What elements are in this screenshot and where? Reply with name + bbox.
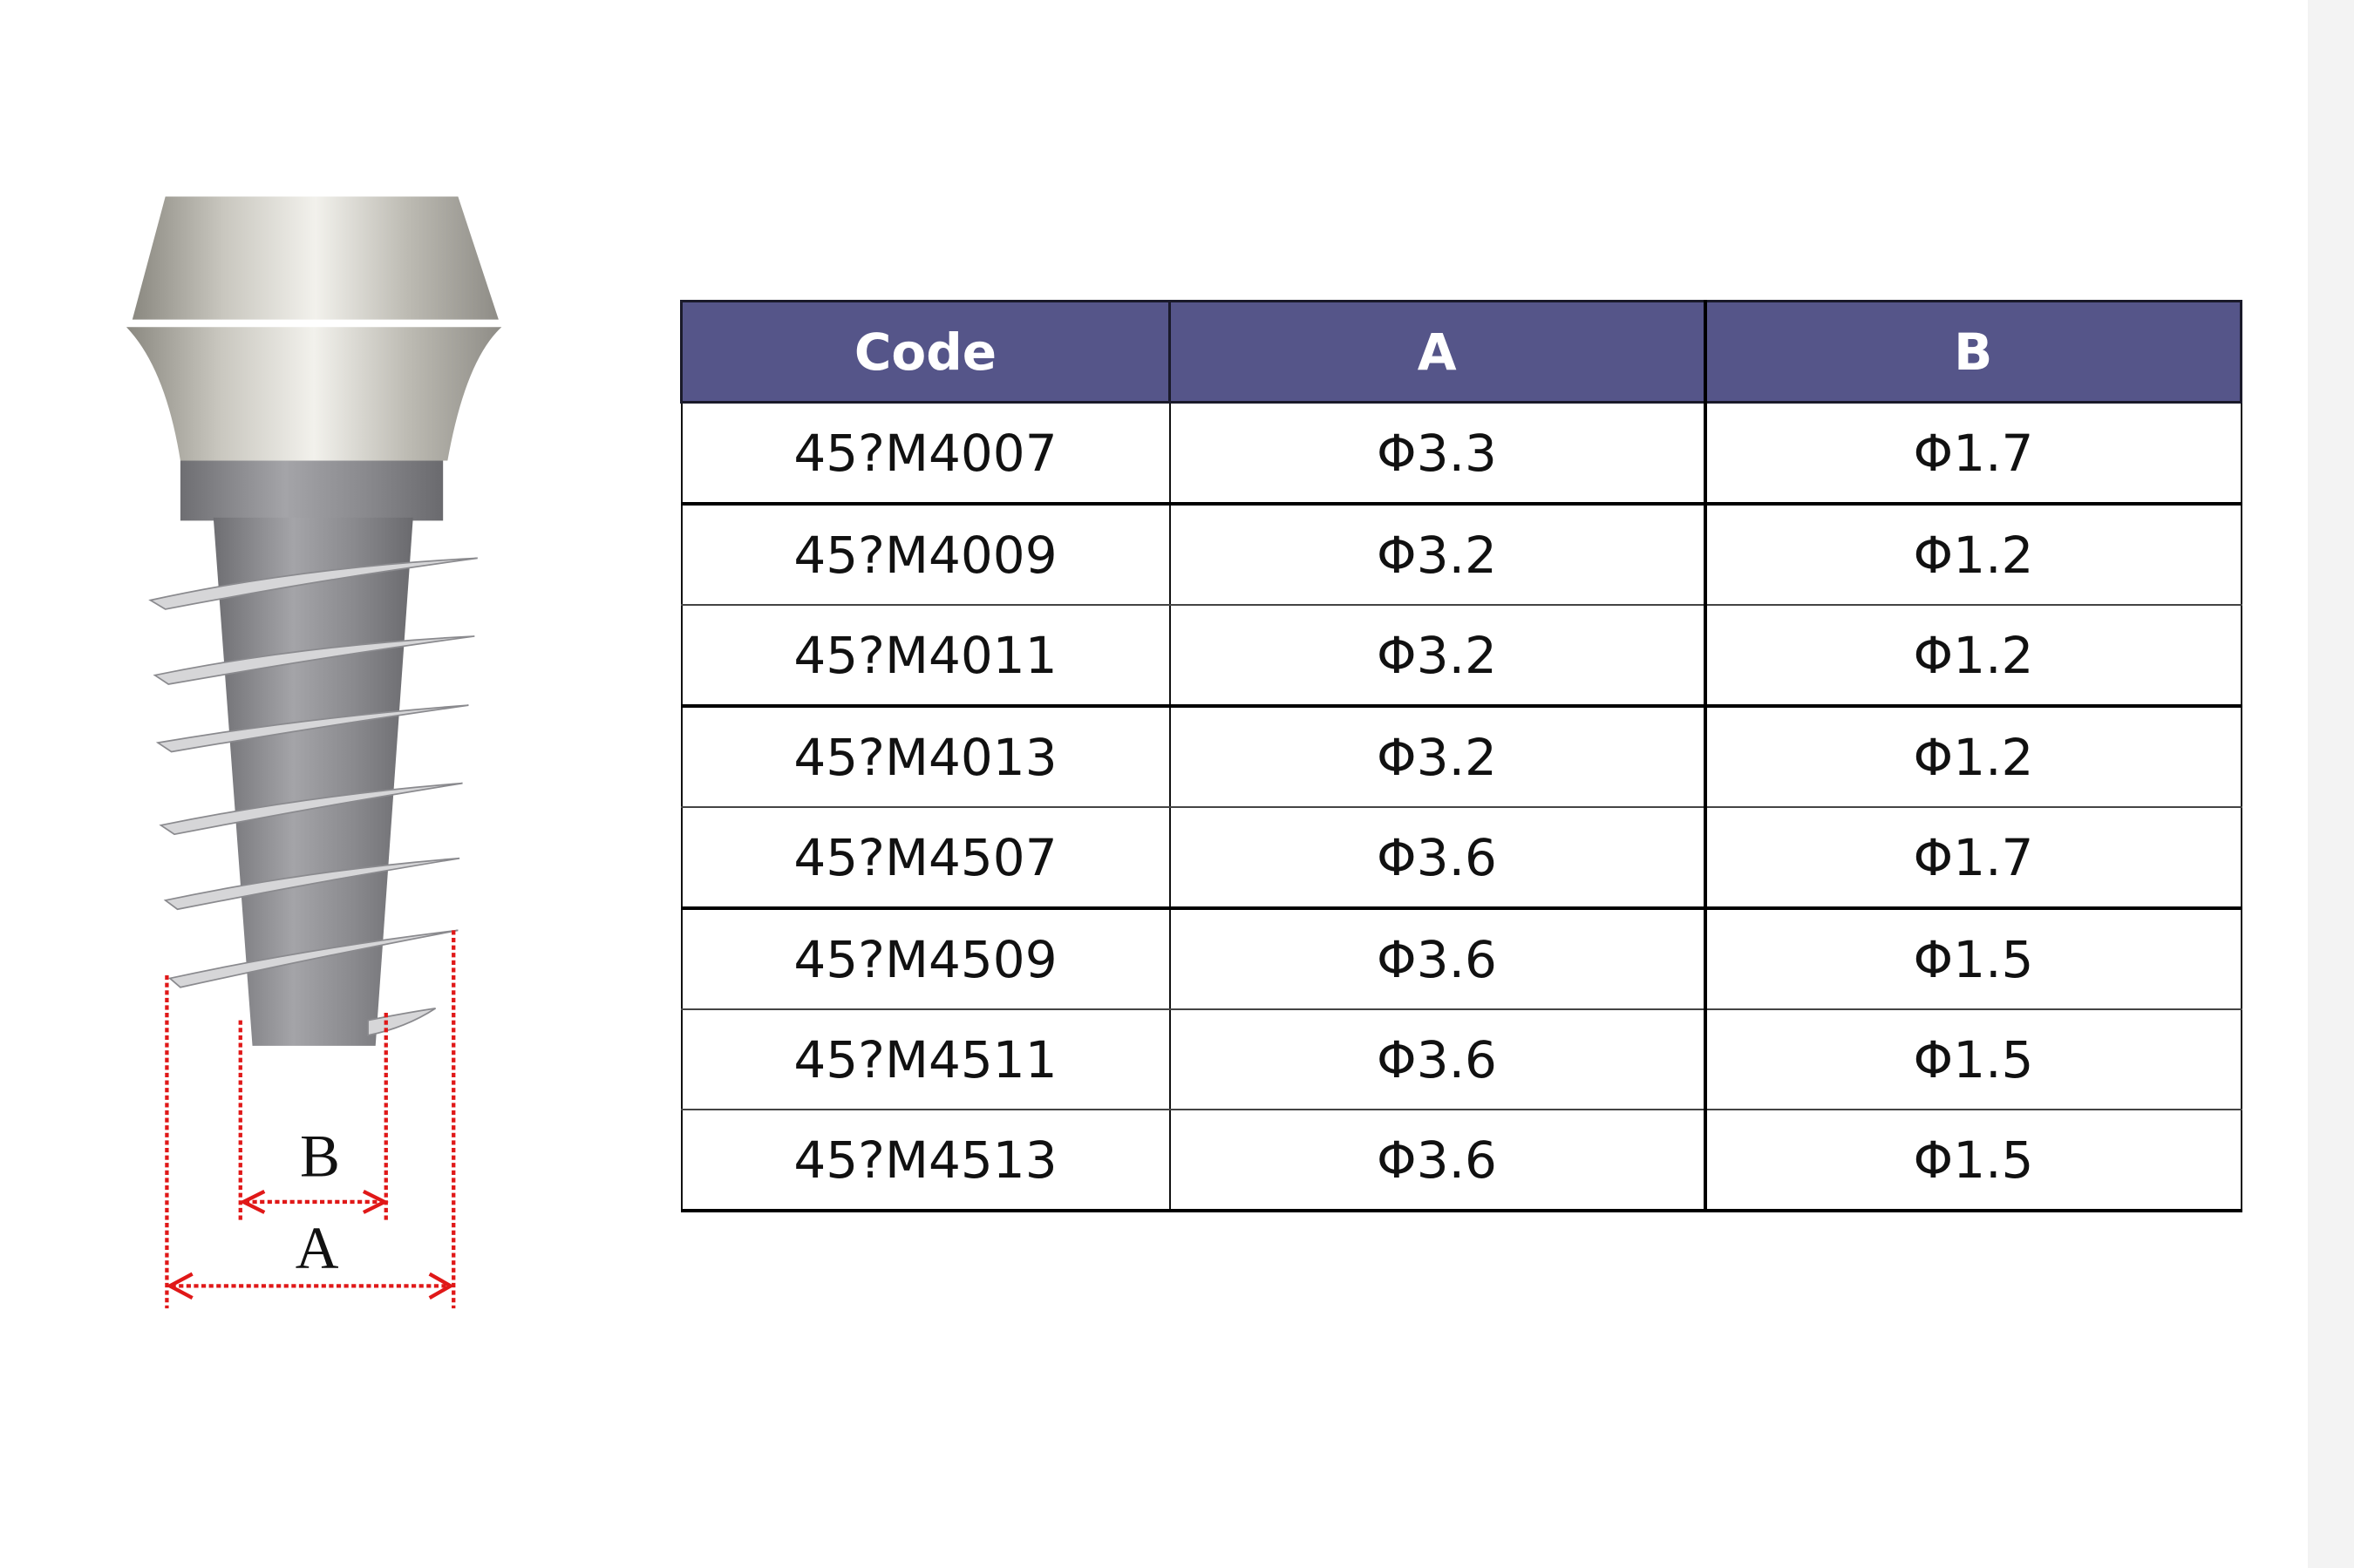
cell-code: 45?M4013 bbox=[680, 705, 1171, 808]
header-b: B bbox=[1703, 300, 2242, 404]
spec-table: Code A B 45?M4007 Φ3.3 Φ1.7 45?M4009 Φ3.2 Φ1… bbox=[680, 300, 2242, 1212]
cell-a: Φ3.6 bbox=[1168, 1109, 1706, 1212]
cell-b: Φ1.7 bbox=[1703, 806, 2242, 910]
implant-threads bbox=[148, 557, 478, 1036]
right-edge-strip bbox=[2308, 0, 2354, 1568]
table-row: 45?M4511 Φ3.6 Φ1.5 bbox=[680, 1008, 2242, 1110]
cell-b: Φ1.2 bbox=[1703, 503, 2242, 606]
implant-abutment bbox=[126, 196, 502, 461]
table-row: 45?M4509 Φ3.6 Φ1.5 bbox=[680, 907, 2242, 1010]
cell-b: Φ1.7 bbox=[1703, 401, 2242, 506]
table-header-row: Code A B bbox=[680, 300, 2242, 404]
cell-b: Φ1.5 bbox=[1703, 907, 2242, 1010]
table-row: 45?M4507 Φ3.6 Φ1.7 bbox=[680, 806, 2242, 910]
cell-code: 45?M4509 bbox=[680, 907, 1171, 1010]
dimension-label-b: B bbox=[300, 1123, 340, 1190]
dimension-lines bbox=[165, 930, 456, 1309]
cell-a: Φ3.6 bbox=[1168, 1008, 1706, 1110]
cell-a: Φ3.6 bbox=[1168, 806, 1706, 910]
cell-code: 45?M4007 bbox=[680, 401, 1171, 506]
header-code: Code bbox=[680, 300, 1171, 404]
cell-a: Φ3.2 bbox=[1168, 604, 1706, 708]
cell-code: 45?M4513 bbox=[680, 1109, 1171, 1212]
cell-a: Φ3.3 bbox=[1168, 401, 1706, 506]
table-row: 45?M4011 Φ3.2 Φ1.2 bbox=[680, 604, 2242, 708]
cell-code: 45?M4511 bbox=[680, 1008, 1171, 1110]
table-row: 45?M4513 Φ3.6 Φ1.5 bbox=[680, 1109, 2242, 1212]
cell-b: Φ1.2 bbox=[1703, 705, 2242, 808]
table-row: 45?M4009 Φ3.2 Φ1.2 bbox=[680, 503, 2242, 606]
cell-b: Φ1.2 bbox=[1703, 604, 2242, 708]
dimension-label-a: A bbox=[296, 1215, 339, 1281]
cell-code: 45?M4507 bbox=[680, 806, 1171, 910]
table-row: 45?M4007 Φ3.3 Φ1.7 bbox=[680, 401, 2242, 506]
header-a: A bbox=[1168, 300, 1706, 404]
cell-a: Φ3.2 bbox=[1168, 503, 1706, 606]
table-row: 45?M4013 Φ3.2 Φ1.2 bbox=[680, 705, 2242, 808]
cell-a: Φ3.2 bbox=[1168, 705, 1706, 808]
dimension-arrowheads bbox=[166, 1189, 455, 1300]
cell-code: 45?M4011 bbox=[680, 604, 1171, 708]
cell-a: Φ3.6 bbox=[1168, 907, 1706, 1010]
cell-code: 45?M4009 bbox=[680, 503, 1171, 606]
cell-b: Φ1.5 bbox=[1703, 1109, 2242, 1212]
cell-b: Φ1.5 bbox=[1703, 1008, 2242, 1110]
